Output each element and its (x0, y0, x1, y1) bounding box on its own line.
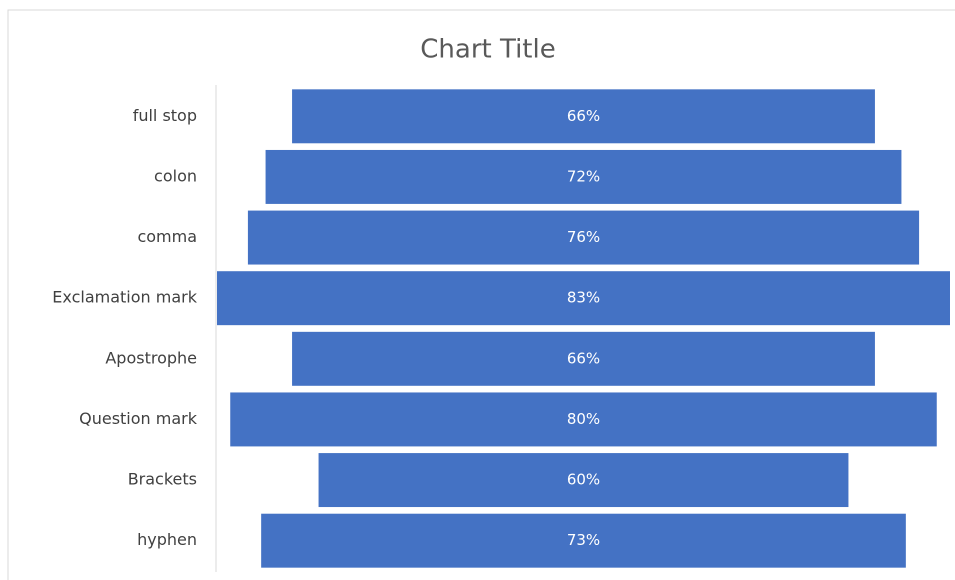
category-label: Question mark (79, 409, 198, 428)
data-label: 83% (567, 289, 600, 307)
data-label: 76% (567, 228, 600, 246)
category-label: Apostrophe (105, 348, 197, 367)
data-label: 73% (567, 531, 600, 549)
bar (265, 149, 902, 204)
bar (217, 271, 950, 326)
data-label: 66% (567, 107, 600, 125)
bar (261, 513, 906, 568)
bar (292, 331, 875, 386)
data-label: 60% (567, 471, 600, 489)
category-label: Exclamation mark (52, 288, 197, 307)
data-label: 66% (567, 349, 600, 367)
bar (292, 89, 875, 144)
category-label: comma (137, 227, 197, 246)
category-label: Brackets (128, 470, 197, 489)
bar (318, 453, 849, 508)
bar (230, 392, 937, 447)
category-label: full stop (133, 106, 197, 125)
category-label: hyphen (137, 530, 197, 549)
category-label: colon (154, 166, 197, 185)
data-label: 80% (567, 410, 600, 428)
data-label: 72% (567, 167, 600, 185)
chart-title: Chart Title (420, 35, 555, 65)
bar (247, 210, 920, 265)
